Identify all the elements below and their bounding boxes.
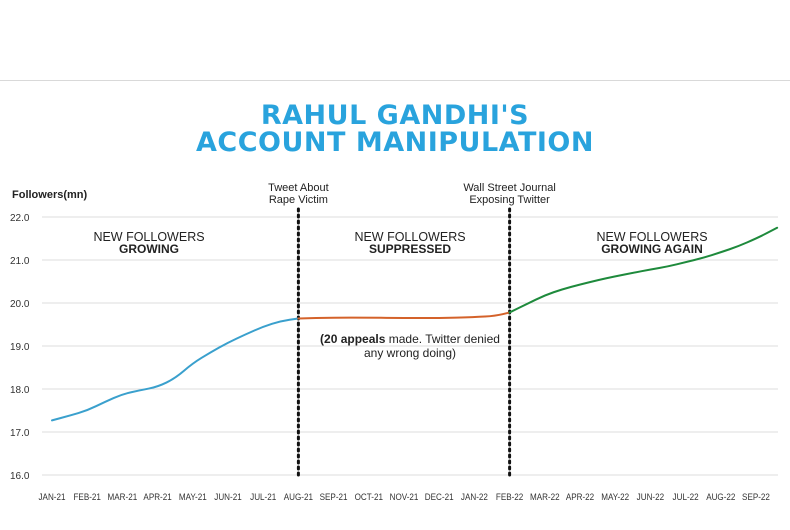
y-tick-label: 18.0 xyxy=(10,385,30,396)
header-divider xyxy=(0,80,790,81)
x-tick-label: FEB-22 xyxy=(496,492,524,503)
x-tick-label: MAY-21 xyxy=(179,492,207,503)
x-tick-label: MAY-22 xyxy=(601,492,629,503)
x-tick-label: SEP-21 xyxy=(320,492,348,503)
y-tick-label: 19.0 xyxy=(10,342,30,353)
x-tick-label: OCT-21 xyxy=(355,492,384,503)
note-line-1: (20 appeals made. Twitter denied xyxy=(320,332,500,346)
x-tick-label: MAR-21 xyxy=(108,492,138,503)
event-label: Wall Street Journal Exposing Twitter xyxy=(463,182,556,206)
series-line xyxy=(297,311,511,320)
y-tick-label: 22.0 xyxy=(10,213,30,224)
chart-title: RAHUL GANDHI'S ACCOUNT MANIPULATION xyxy=(0,102,790,156)
x-tick-label: JUN-22 xyxy=(637,492,665,503)
series-line xyxy=(51,317,300,422)
x-tick-label: AUG-22 xyxy=(706,492,735,503)
annotation-line-1: NEW FOLLOWERS xyxy=(596,230,707,244)
note-line-2: any wrong doing) xyxy=(364,346,456,360)
annotation-line-1: NEW FOLLOWERS xyxy=(354,230,465,244)
y-tick-labels: 16.0 17.0 18.0 19.0 20.0 21.0 22.0 xyxy=(10,213,30,482)
series-lines xyxy=(51,226,779,422)
x-tick-label: JUL-22 xyxy=(673,492,699,503)
x-tick-label: NOV-21 xyxy=(390,492,419,503)
y-axis-label: Followers(mn) xyxy=(12,189,88,201)
annotation-line-2: GROWING AGAIN xyxy=(601,242,703,256)
event-label: Tweet About Rape Victim xyxy=(268,182,329,206)
y-tick-label: 16.0 xyxy=(10,471,30,482)
annotation-line-2: SUPPRESSED xyxy=(369,242,451,256)
x-tick-label: AUG-21 xyxy=(284,492,313,503)
x-tick-label: APR-22 xyxy=(566,492,595,503)
x-tick-label: JUL-21 xyxy=(250,492,276,503)
x-tick-label: JAN-22 xyxy=(461,492,488,503)
x-tick-label: FEB-21 xyxy=(73,492,101,503)
x-tick-label: SEP-22 xyxy=(742,492,770,503)
title-line-2: ACCOUNT MANIPULATION xyxy=(196,127,594,158)
y-tick-label: 20.0 xyxy=(10,299,30,310)
x-tick-label: MAR-22 xyxy=(530,492,560,503)
x-tick-label: APR-21 xyxy=(143,492,172,503)
event-markers: Tweet About Rape Victim Wall Street Journa… xyxy=(268,182,556,480)
x-tick-labels: JAN-21 FEB-21 MAR-21 APR-21 MAY-21 JUN-21 JUL-… xyxy=(39,492,771,503)
x-tick-label: JUN-21 xyxy=(214,492,242,503)
y-tick-label: 17.0 xyxy=(10,428,30,439)
annotation-line-1: NEW FOLLOWERS xyxy=(93,230,204,244)
y-tick-label: 21.0 xyxy=(10,256,30,267)
title-line-1: RAHUL GANDHI'S xyxy=(260,100,530,131)
annotation-line-2: GROWING xyxy=(119,242,179,256)
x-tick-label: JAN-21 xyxy=(39,492,66,503)
x-tick-label: DEC-21 xyxy=(425,492,454,503)
grid-lines xyxy=(42,216,778,476)
series-line xyxy=(508,226,779,314)
